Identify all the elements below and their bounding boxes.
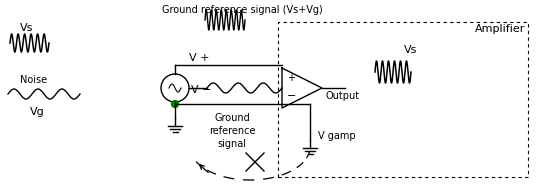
- Text: +: +: [287, 73, 295, 83]
- Text: V +: V +: [189, 53, 210, 63]
- Text: Vg: Vg: [30, 107, 45, 117]
- Text: Noise: Noise: [20, 75, 47, 85]
- Text: Ground
reference
signal: Ground reference signal: [209, 113, 255, 149]
- Text: Vs: Vs: [20, 23, 33, 33]
- Text: V −: V −: [191, 85, 212, 95]
- Circle shape: [172, 101, 179, 108]
- Text: Vs: Vs: [404, 45, 417, 55]
- Text: Amplifier: Amplifier: [475, 24, 525, 34]
- Text: −: −: [287, 91, 296, 101]
- Text: Ground reference signal (Vs+Vg): Ground reference signal (Vs+Vg): [161, 5, 322, 15]
- Bar: [278, 22, 528, 177]
- Text: V gamp: V gamp: [318, 131, 356, 141]
- Text: Output: Output: [326, 91, 360, 101]
